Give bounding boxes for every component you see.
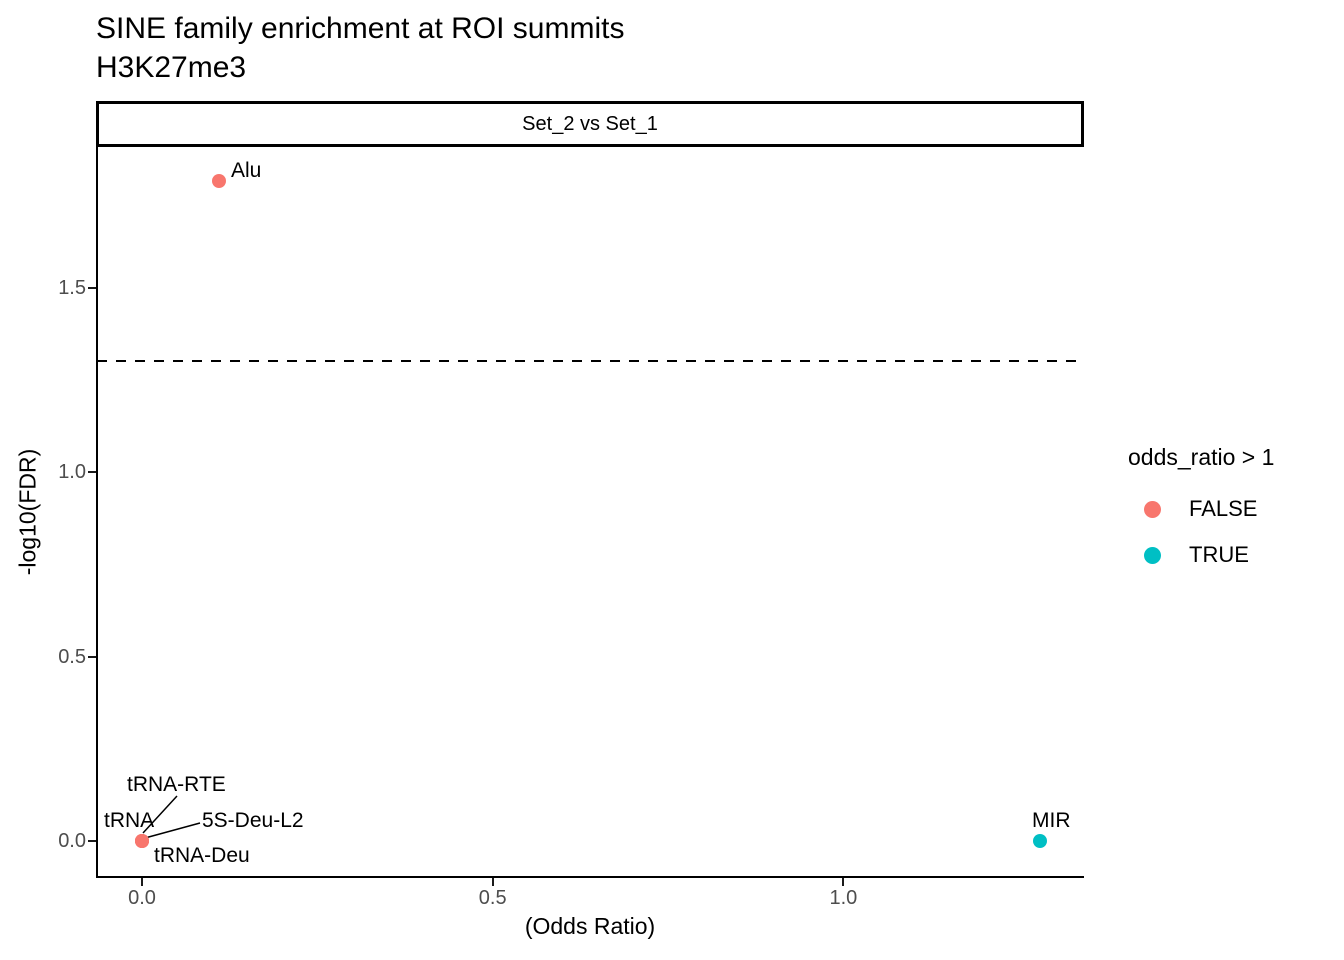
data-point-trna-deu bbox=[135, 834, 149, 848]
y-axis-tick bbox=[88, 655, 96, 658]
data-point-mir bbox=[1032, 834, 1047, 848]
legend-item-false: FALSE bbox=[1144, 497, 1257, 521]
point-label-trna: tRNA bbox=[104, 809, 155, 832]
y-axis-line bbox=[96, 146, 98, 878]
plot-title: SINE family enrichment at ROI summits bbox=[96, 12, 625, 45]
y-axis-tick bbox=[88, 471, 96, 474]
significance-threshold-line bbox=[97, 360, 1083, 363]
point-label-5s-deu-l2: 5S-Deu-L2 bbox=[202, 809, 304, 832]
y-axis-tick bbox=[88, 840, 96, 842]
plot-panel bbox=[97, 147, 1083, 877]
point-label-trna-rte: tRNA-RTE bbox=[127, 773, 226, 796]
x-tick-label: 0.5 bbox=[478, 887, 507, 909]
x-axis-line bbox=[96, 876, 1084, 878]
y-tick-label: 1.0 bbox=[58, 461, 86, 484]
y-tick-label: 1.5 bbox=[58, 277, 86, 300]
plot-subtitle: H3K27me3 bbox=[96, 51, 247, 84]
point-label-alu: Alu bbox=[231, 159, 262, 182]
x-axis-tick bbox=[842, 878, 845, 886]
facet-strip: Set_2 vs Set_1 bbox=[96, 101, 1084, 147]
x-axis-title: (Odds Ratio) bbox=[524, 913, 656, 939]
legend-key-dot-true-icon bbox=[1144, 546, 1161, 564]
point-label-mir: MIR bbox=[1032, 809, 1071, 832]
legend-item-label-false: FALSE bbox=[1189, 496, 1258, 521]
x-axis-tick bbox=[141, 878, 143, 886]
legend-item-true: TRUE bbox=[1144, 543, 1249, 567]
legend-key-dot-false-icon bbox=[1144, 500, 1161, 518]
y-tick-label: 0.0 bbox=[58, 830, 86, 852]
data-point-alu bbox=[212, 174, 227, 189]
point-label-trna-deu: tRNA-Deu bbox=[154, 844, 250, 867]
x-tick-label: 1.0 bbox=[829, 887, 858, 909]
facet-strip-label: Set_2 vs Set_1 bbox=[522, 112, 658, 135]
x-tick-label: 0.0 bbox=[128, 887, 156, 909]
x-axis-tick bbox=[491, 878, 494, 886]
legend-title: odds_ratio > 1 bbox=[1128, 444, 1275, 470]
y-tick-label: 0.5 bbox=[58, 645, 86, 668]
legend-item-label-true: TRUE bbox=[1189, 542, 1249, 567]
y-axis-tick bbox=[88, 287, 96, 290]
